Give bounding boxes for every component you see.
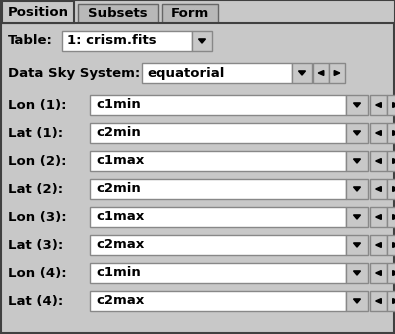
Text: c2max: c2max bbox=[96, 295, 144, 308]
Bar bbox=[346, 291, 368, 311]
Polygon shape bbox=[376, 214, 381, 219]
Polygon shape bbox=[393, 159, 395, 163]
Polygon shape bbox=[354, 187, 361, 191]
Text: c2min: c2min bbox=[96, 127, 141, 140]
Polygon shape bbox=[393, 271, 395, 276]
Polygon shape bbox=[376, 187, 381, 191]
Polygon shape bbox=[376, 159, 381, 163]
Text: Lon (3):: Lon (3): bbox=[8, 210, 67, 223]
Bar bbox=[142, 63, 292, 83]
Polygon shape bbox=[318, 70, 324, 75]
Text: Subsets: Subsets bbox=[88, 7, 148, 20]
Text: Lat (4):: Lat (4): bbox=[8, 295, 63, 308]
Polygon shape bbox=[393, 103, 395, 108]
Bar bbox=[2, 1, 74, 23]
Text: Lon (2):: Lon (2): bbox=[8, 155, 66, 167]
Polygon shape bbox=[393, 131, 395, 136]
Bar bbox=[329, 63, 345, 83]
Polygon shape bbox=[354, 243, 361, 247]
Text: c1min: c1min bbox=[96, 267, 141, 280]
Text: c2max: c2max bbox=[96, 238, 144, 252]
Bar bbox=[346, 151, 368, 171]
Bar bbox=[78, 4, 158, 23]
Bar bbox=[370, 291, 387, 311]
Text: Lon (1):: Lon (1): bbox=[8, 99, 66, 112]
Text: Form: Form bbox=[171, 7, 209, 20]
Bar bbox=[90, 291, 346, 311]
Bar bbox=[387, 235, 395, 255]
Bar bbox=[90, 179, 346, 199]
Polygon shape bbox=[376, 131, 381, 136]
Text: Data Sky System:: Data Sky System: bbox=[8, 66, 140, 79]
Polygon shape bbox=[354, 103, 361, 107]
Text: c1max: c1max bbox=[96, 210, 144, 223]
Bar bbox=[370, 263, 387, 283]
Polygon shape bbox=[354, 131, 361, 135]
Text: Position: Position bbox=[8, 5, 68, 18]
Bar bbox=[387, 207, 395, 227]
Bar bbox=[90, 151, 346, 171]
Bar bbox=[162, 4, 218, 23]
Text: equatorial: equatorial bbox=[147, 66, 224, 79]
Bar bbox=[387, 291, 395, 311]
Bar bbox=[370, 123, 387, 143]
Polygon shape bbox=[299, 71, 305, 75]
Polygon shape bbox=[376, 271, 381, 276]
Text: Lat (1):: Lat (1): bbox=[8, 127, 63, 140]
Polygon shape bbox=[393, 187, 395, 191]
Polygon shape bbox=[354, 215, 361, 219]
Text: c2min: c2min bbox=[96, 182, 141, 195]
Bar bbox=[192, 31, 212, 51]
Bar bbox=[346, 207, 368, 227]
Bar bbox=[90, 263, 346, 283]
Polygon shape bbox=[354, 159, 361, 163]
Bar bbox=[370, 95, 387, 115]
Text: Lat (2):: Lat (2): bbox=[8, 182, 63, 195]
Bar bbox=[370, 207, 387, 227]
Bar bbox=[90, 207, 346, 227]
Polygon shape bbox=[393, 299, 395, 304]
Bar bbox=[387, 95, 395, 115]
Text: Lon (4):: Lon (4): bbox=[8, 267, 67, 280]
Polygon shape bbox=[393, 214, 395, 219]
Text: Table:: Table: bbox=[8, 34, 53, 47]
Bar bbox=[313, 63, 329, 83]
Polygon shape bbox=[199, 39, 205, 43]
Bar bbox=[62, 31, 192, 51]
Bar bbox=[387, 123, 395, 143]
Bar bbox=[346, 179, 368, 199]
Bar bbox=[346, 263, 368, 283]
Text: c1max: c1max bbox=[96, 155, 144, 167]
Bar bbox=[387, 263, 395, 283]
Bar bbox=[346, 235, 368, 255]
Polygon shape bbox=[376, 103, 381, 108]
Polygon shape bbox=[354, 299, 361, 303]
Bar bbox=[370, 179, 387, 199]
Text: c1min: c1min bbox=[96, 99, 141, 112]
Bar bbox=[346, 95, 368, 115]
Polygon shape bbox=[376, 299, 381, 304]
Bar bbox=[90, 95, 346, 115]
Bar bbox=[292, 63, 312, 83]
Polygon shape bbox=[334, 70, 340, 75]
Bar bbox=[370, 151, 387, 171]
Bar bbox=[387, 179, 395, 199]
Polygon shape bbox=[393, 242, 395, 247]
Bar bbox=[346, 123, 368, 143]
Polygon shape bbox=[354, 271, 361, 275]
Bar bbox=[387, 151, 395, 171]
Text: Lat (3):: Lat (3): bbox=[8, 238, 63, 252]
Polygon shape bbox=[376, 242, 381, 247]
Text: 1: crism.fits: 1: crism.fits bbox=[67, 34, 157, 47]
Bar bbox=[90, 235, 346, 255]
Bar bbox=[90, 123, 346, 143]
Bar bbox=[370, 235, 387, 255]
